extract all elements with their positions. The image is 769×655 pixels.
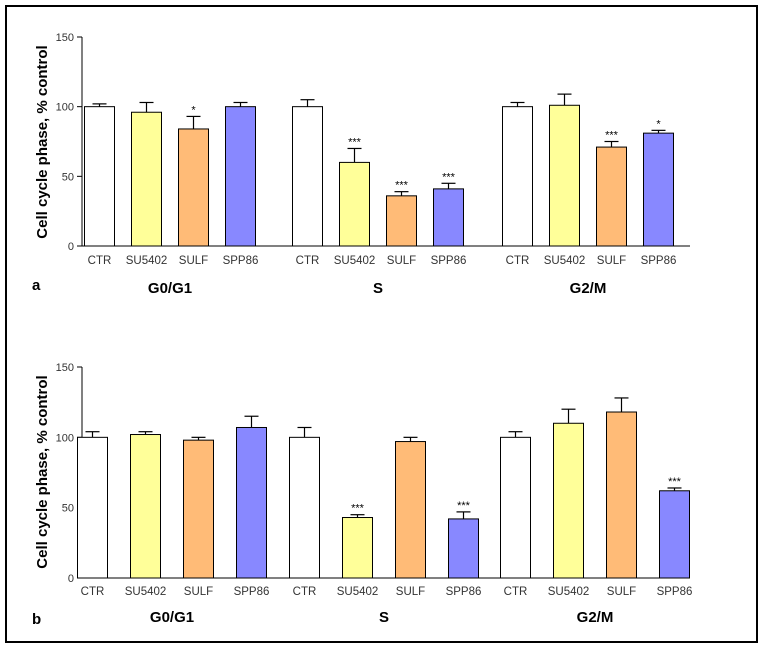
x-category-label: CTR: [504, 586, 528, 598]
y-tick-label: 0: [68, 573, 74, 585]
bar: [342, 517, 373, 579]
bar: [236, 426, 267, 579]
y-tick-label: 100: [56, 102, 74, 114]
bar: [643, 132, 674, 247]
group-label: S: [373, 280, 383, 297]
bar: [225, 106, 256, 247]
bar: [289, 436, 320, 579]
x-category-label: SU5402: [337, 586, 379, 598]
group-label: G2/M: [577, 609, 614, 626]
x-category-label: SPP86: [657, 586, 693, 598]
bar: [292, 106, 323, 247]
panel-label: a: [32, 277, 41, 294]
x-category-label: SPP86: [641, 255, 677, 267]
significance-label: ***: [605, 130, 619, 142]
x-category-label: SULF: [184, 586, 213, 598]
x-category-label: SPP86: [431, 255, 467, 267]
bar: [386, 195, 417, 247]
significance-label: ***: [351, 503, 365, 515]
x-category-label: SULF: [597, 255, 626, 267]
bar: [606, 411, 637, 579]
x-category-label: SU5402: [126, 255, 168, 267]
bar: [84, 106, 115, 247]
x-category-label: CTR: [81, 586, 105, 598]
x-category-label: SULF: [396, 586, 425, 598]
x-category-label: SULF: [607, 586, 636, 598]
x-category-label: SULF: [387, 255, 416, 267]
bar: [500, 436, 531, 579]
y-axis-title: Cell cycle phase, % control: [34, 375, 51, 568]
significance-label: *: [656, 118, 661, 130]
x-category-label: SPP86: [234, 586, 270, 598]
x-category-label: SPP86: [446, 586, 482, 598]
panel-label: b: [32, 611, 41, 628]
bar: [131, 111, 162, 247]
bar: [502, 106, 533, 247]
figure-frame: [5, 5, 758, 643]
bar: [549, 104, 580, 247]
y-tick-label: 150: [56, 362, 74, 374]
x-category-label: SU5402: [125, 586, 167, 598]
significance-label: ***: [395, 180, 409, 192]
bar: [448, 518, 479, 579]
bar: [178, 128, 209, 247]
group-label: G2/M: [570, 280, 607, 297]
y-tick-label: 50: [62, 171, 74, 183]
bar: [183, 439, 214, 579]
x-category-label: CTR: [88, 255, 112, 267]
x-category-label: SU5402: [334, 255, 376, 267]
y-axis-title: Cell cycle phase, % control: [34, 45, 51, 238]
significance-label: ***: [442, 171, 456, 183]
y-tick-label: 50: [62, 503, 74, 515]
bar: [77, 436, 108, 579]
x-category-label: SU5402: [544, 255, 586, 267]
y-tick-label: 0: [68, 241, 74, 253]
significance-label: ***: [457, 500, 471, 512]
x-category-label: CTR: [296, 255, 320, 267]
x-category-label: CTR: [506, 255, 530, 267]
group-label: G0/G1: [150, 609, 194, 626]
bar: [659, 490, 690, 579]
y-tick-label: 150: [56, 32, 74, 44]
significance-label: ***: [348, 136, 362, 148]
y-tick-label: 100: [56, 432, 74, 444]
significance-label: *: [191, 104, 196, 116]
x-category-label: SPP86: [223, 255, 259, 267]
group-label: S: [379, 609, 389, 626]
x-category-label: CTR: [293, 586, 317, 598]
group-label: G0/G1: [148, 280, 192, 297]
bar: [339, 161, 370, 247]
x-category-label: SU5402: [548, 586, 590, 598]
bar: [130, 434, 161, 579]
bar: [395, 441, 426, 579]
bar: [596, 146, 627, 247]
bar: [553, 422, 584, 579]
significance-label: ***: [668, 476, 682, 488]
bar: [433, 188, 464, 247]
x-category-label: SULF: [179, 255, 208, 267]
